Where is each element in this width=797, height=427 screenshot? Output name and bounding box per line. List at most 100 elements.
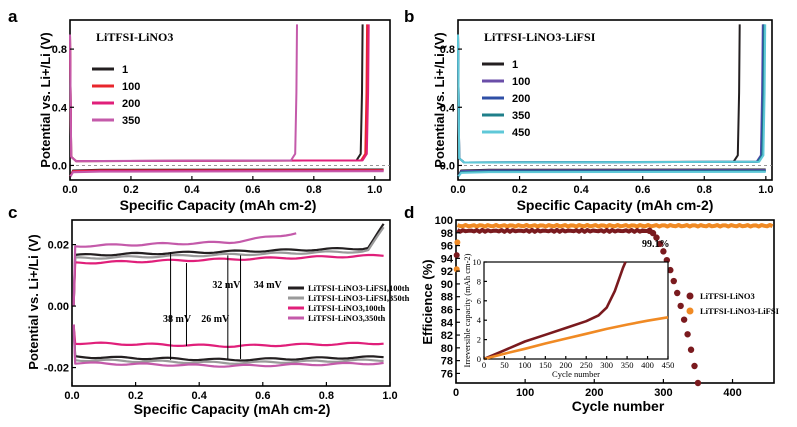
legend-label: 350 (122, 115, 140, 127)
inset-ytick-label: 4 (477, 315, 482, 325)
panel-a-xtick-label: 0.8 (306, 184, 321, 196)
overpotential-label: 32 mV (212, 280, 241, 291)
panel-a-ytick-label: 0.4 (52, 102, 68, 114)
legend-label: 1 (512, 59, 518, 71)
series-LiTFSI-LiNO3-point (674, 289, 681, 297)
inset-xtick-label: 350 (621, 360, 634, 370)
panel-c: c LiTFSI-LiNO3-LiFSI,100thLiTFSI-LiNO3-L… (8, 203, 410, 417)
panel-c-ylabel: Potential vs. Li+/Li (V) (26, 234, 41, 369)
legend-swatch (686, 292, 694, 300)
panel-b-ytick-label: 0.4 (440, 102, 456, 114)
panel-d-ytick-label: 86 (441, 304, 453, 316)
panel-d-xtick-label: 400 (723, 387, 741, 399)
panel-d-letter: d (404, 203, 414, 222)
series-LiTFSI-LiNO3-LiFSI-point (454, 239, 461, 246)
panel-d-ytick-label: 82 (441, 330, 453, 342)
series-LiTFSI-LiNO3-LiFSI,350th-discharge-line (72, 324, 384, 365)
legend-label: LiTFSI-LiNO3-LiFSI (700, 306, 780, 316)
series-LiTFSI-LiNO3-LiFSI,100th-charge-line (72, 223, 385, 307)
legend-swatch (686, 307, 694, 315)
inset-xtick-label: 200 (559, 360, 572, 370)
series-LiTFSI-LiNO3-point (667, 266, 674, 274)
legend-label: 100 (512, 76, 530, 88)
panel-d-xtick-label: 100 (516, 387, 534, 399)
panel-c-frame (71, 219, 391, 387)
panel-b-plot-area: 1 100 200 350 450 0.0 0.2 0.4 0.6 0.8 1.0 0.0 0.4 0.8 (440, 19, 773, 196)
series-LiTFSI-LiNO3-band (456, 227, 649, 234)
panel-d-frame (455, 219, 775, 384)
inset-xtick-label: 450 (662, 360, 675, 370)
panel-b-xtick-label: 0.6 (635, 184, 650, 196)
legend-label: 450 (512, 127, 530, 139)
panel-d-ylabel: Efficience (%) (420, 259, 435, 344)
inset-xtick-label: 300 (600, 360, 613, 370)
series-200-charge-line (69, 24, 370, 163)
legend-label: LiTFSI-LiNO3,350th (308, 313, 385, 323)
panel-b-title: LiTFSI-LiNO3-LiFSI (484, 30, 596, 44)
panel-c-xtick-label: 0.8 (319, 390, 334, 402)
series-1-charge-line (457, 24, 741, 164)
panel-d-ytick-label: 78 (441, 356, 453, 368)
series-LiTFSI-LiNO3-point (677, 302, 684, 310)
panel-d-annotation: 99.1% (642, 239, 670, 250)
series-LiTFSI-LiNO3-point (680, 316, 688, 323)
series-LiTFSI-LiNO3-point (670, 277, 677, 285)
inset-xtick-label: 250 (580, 360, 593, 370)
series-100-charge-line (69, 24, 369, 163)
series-LiTFSI-LiNO3,100th-charge-line (72, 253, 384, 307)
legend-label: 200 (122, 98, 140, 110)
series-LiTFSI-LiNO3,350th-charge-line (72, 232, 297, 307)
inset-xtick-label: 100 (519, 360, 532, 370)
panel-d-xtick-label: 300 (654, 387, 672, 399)
panel-a-xtick-label: 0.4 (184, 184, 200, 196)
series-350-charge-line (69, 24, 298, 163)
panel-b: b 1 100 200 350 450 0.0 0.2 0.4 0.6 0.8 1.0 0.0 0.4 0… (404, 7, 773, 213)
panel-c-xtick-label: 0.2 (128, 390, 143, 402)
panel-b-frame (457, 19, 773, 181)
series-LiTFSI-LiNO3-point (653, 234, 660, 241)
panel-d-ytick-label: 100 (435, 215, 453, 227)
panel-d-ytick-label: 92 (441, 266, 453, 278)
panel-b-xtick-label: 1.0 (758, 184, 773, 196)
panel-d-ytick-label: 96 (441, 241, 453, 253)
panel-c-xtick-label: 1.0 (382, 390, 397, 402)
series-LiTFSI-LiNO3,350th-discharge-line (72, 324, 384, 368)
panel-a-xtick-label: 0.0 (62, 184, 77, 196)
panel-d-xlabel: Cycle number (572, 398, 665, 414)
legend-label: 350 (512, 110, 530, 122)
panel-d-ytick-label: 80 (441, 343, 453, 355)
legend-label: 200 (512, 93, 530, 105)
inset-xtick-label: 50 (500, 360, 509, 370)
panel-c-letter: c (8, 203, 17, 222)
inset-ytick-label: 0 (477, 354, 481, 364)
panel-b-ytick-label: 0.8 (440, 44, 455, 56)
panel-a-xtick-label: 0.2 (123, 184, 138, 196)
panel-b-xtick-label: 0.0 (450, 184, 465, 196)
panel-c-xtick-label: 0.4 (192, 390, 208, 402)
legend-label: LiTFSI-LiNO3,100th (308, 303, 385, 313)
panel-b-ylabel: Potential vs. Li+/Li (V) (432, 32, 447, 167)
panel-d-ytick-label: 76 (441, 368, 453, 380)
panel-c-xlabel: Specific Capacity (mAh cm-2) (134, 401, 331, 417)
series-LiTFSI-LiNO3-point (660, 248, 667, 255)
legend-label: LiTFSI-LiNO3-LiFSI,100th (308, 283, 410, 293)
inset-series-LiTFSI-LiNO3 (483, 261, 627, 361)
series-100-charge-line (457, 24, 764, 164)
panel-d-ytick-label: 84 (441, 317, 454, 329)
inset-series-LiTFSI-LiNO3-LiFSI (483, 316, 669, 361)
series-LiTFSI-LiNO3-LiFSI,350th-charge-line (72, 226, 385, 307)
panel-b-xlabel: Specific Capacity (mAh cm-2) (517, 197, 714, 213)
inset-ytick-label: 8 (477, 276, 481, 286)
series-200-charge-line (457, 24, 765, 164)
series-LiTFSI-LiNO3-LiFSI-band (456, 223, 774, 229)
legend-label: LiTFSI-LiNO3-LiFSI,350th (308, 293, 410, 303)
panel-b-letter: b (404, 7, 414, 26)
series-LiTFSI-LiNO3-point (684, 331, 691, 338)
overpotential-label: 26 mV (201, 314, 230, 325)
inset-xtick-label: 150 (539, 360, 552, 370)
series-450-discharge-line (457, 170, 766, 178)
panel-d-ytick-label: 98 (441, 228, 453, 240)
inset-xtick-label: 400 (641, 360, 654, 370)
panel-b-xtick-label: 0.8 (697, 184, 712, 196)
